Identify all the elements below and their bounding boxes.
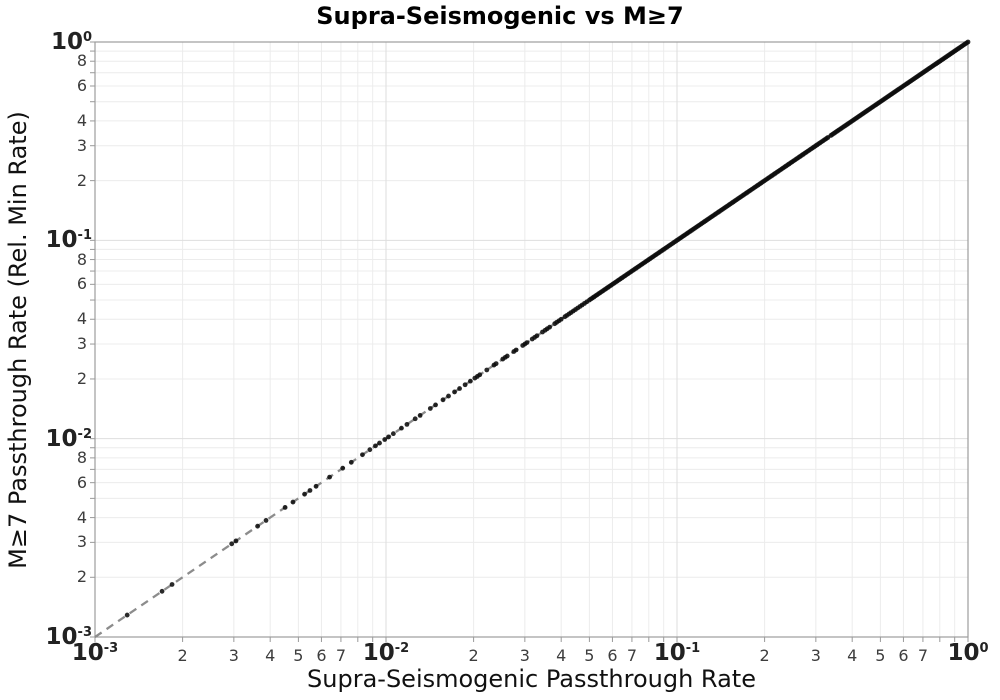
scatter-point (255, 523, 260, 529)
scatter-point (307, 488, 313, 493)
y-axis-minor-tick-label: 3 (76, 334, 87, 354)
scatter-point (965, 39, 971, 45)
y-axis-minor-tick-label: 3 (76, 532, 87, 552)
scatter-point (524, 340, 530, 346)
x-axis-minor-tick-label: 7 (626, 646, 638, 665)
y-axis-major-tick-label: 10-1 (45, 227, 92, 254)
x-axis-minor-tick-label: 2 (177, 646, 188, 665)
scatter-point (159, 588, 165, 594)
scatter-point (493, 361, 499, 367)
scatter-point (302, 491, 307, 497)
y-axis-minor-tick-label: 6 (76, 76, 87, 95)
x-axis-minor-tick-label: 4 (847, 646, 858, 665)
y-axis-minor-tick-label: 4 (76, 110, 87, 130)
y-axis-minor-tick-label: 3 (76, 135, 87, 155)
scatter-point (290, 499, 296, 505)
scatter-point (427, 406, 433, 411)
x-axis-minor-tick-label: 3 (228, 646, 239, 665)
x-axis-minor-tick-label: 5 (584, 646, 595, 665)
scatter-point (534, 333, 540, 339)
scatter-point (282, 505, 288, 510)
y-axis-minor-tick-label: 4 (76, 309, 87, 329)
y-axis-minor-tick-label: 6 (76, 472, 87, 492)
y-axis-minor-tick-label: 4 (76, 507, 87, 527)
scatter-point (412, 416, 418, 422)
plot-border (94, 41, 969, 638)
x-axis-minor-tick-label: 7 (917, 646, 929, 665)
scatter-point (377, 440, 382, 446)
scatter-point (446, 393, 451, 399)
y-axis-major-tick-label: 100 (50, 29, 92, 55)
x-axis-major-tick-label: 10-2 (362, 640, 410, 666)
scatter-point (433, 402, 438, 408)
x-axis-minor-tick-label: 4 (265, 646, 276, 665)
x-axis-title: Supra-Seismogenic Passthrough Rate (307, 665, 756, 693)
scatter-point (484, 367, 490, 373)
scatter-point (558, 316, 564, 322)
chart-title: Supra-Seismogenic vs M≥7 (316, 2, 684, 30)
x-axis-minor-tick-label: 3 (519, 646, 530, 665)
scatter-point (468, 378, 473, 384)
scatter-point (169, 582, 175, 587)
scatter-point (390, 431, 396, 437)
scatter-point (404, 422, 410, 427)
y-axis-major-tick-label: 10-3 (45, 624, 92, 650)
scatter-point (327, 474, 332, 480)
x-axis-minor-tick-label: 6 (607, 646, 618, 665)
y-axis-minor-tick-label: 2 (76, 170, 87, 190)
scatter-point (313, 483, 319, 489)
x-axis-minor-tick-label: 5 (293, 646, 304, 665)
x-axis-major-tick-label: 10-1 (653, 640, 701, 666)
y-axis-minor-tick-label: 2 (76, 368, 87, 388)
x-axis-minor-tick-label: 2 (468, 646, 479, 665)
scatter-point (386, 434, 391, 440)
scatter-point (457, 386, 462, 391)
scatter-point (124, 612, 130, 618)
scatter-point (504, 353, 510, 359)
x-axis-minor-tick-label: 5 (875, 646, 886, 665)
scatter-point (360, 452, 365, 458)
scatter-point (263, 518, 269, 523)
scatter-point (367, 447, 373, 453)
x-axis-minor-tick-label: 4 (556, 646, 567, 665)
x-axis-minor-tick-label: 7 (335, 646, 347, 665)
scatter-point (233, 538, 239, 544)
y-axis-minor-tick-label: 2 (76, 567, 87, 587)
x-axis-major-tick-label: 100 (947, 640, 989, 666)
y-axis-major-tick-label: 10-2 (45, 425, 92, 452)
y-axis-minor-tick-label: 8 (76, 51, 87, 71)
scatter-point (513, 347, 519, 353)
y-axis-minor-tick-label: 6 (76, 274, 87, 294)
x-axis-minor-tick-label: 2 (759, 646, 770, 665)
scatter-point (229, 541, 235, 547)
x-axis-major-tick-label: 10-3 (71, 640, 119, 666)
x-axis-minor-tick-label: 3 (810, 646, 821, 665)
scatter-point (399, 425, 404, 431)
x-axis-minor-tick-label: 6 (316, 646, 327, 665)
y-axis-minor-tick-label: 8 (76, 447, 87, 467)
x-axis-minor-tick-label: 6 (898, 646, 909, 665)
scatter-points (124, 39, 971, 618)
scatter-point (382, 437, 388, 442)
scatter-point (547, 324, 553, 330)
scatter-point (477, 372, 483, 378)
scatter-point (340, 465, 346, 471)
scatter-point (417, 413, 423, 418)
y-axis-minor-tick-label: 8 (76, 249, 87, 269)
scatter-point (373, 443, 378, 449)
scatter-point (462, 382, 468, 388)
scatter-point (348, 459, 354, 465)
scatter-point (452, 389, 457, 395)
scatter-point (440, 397, 446, 403)
